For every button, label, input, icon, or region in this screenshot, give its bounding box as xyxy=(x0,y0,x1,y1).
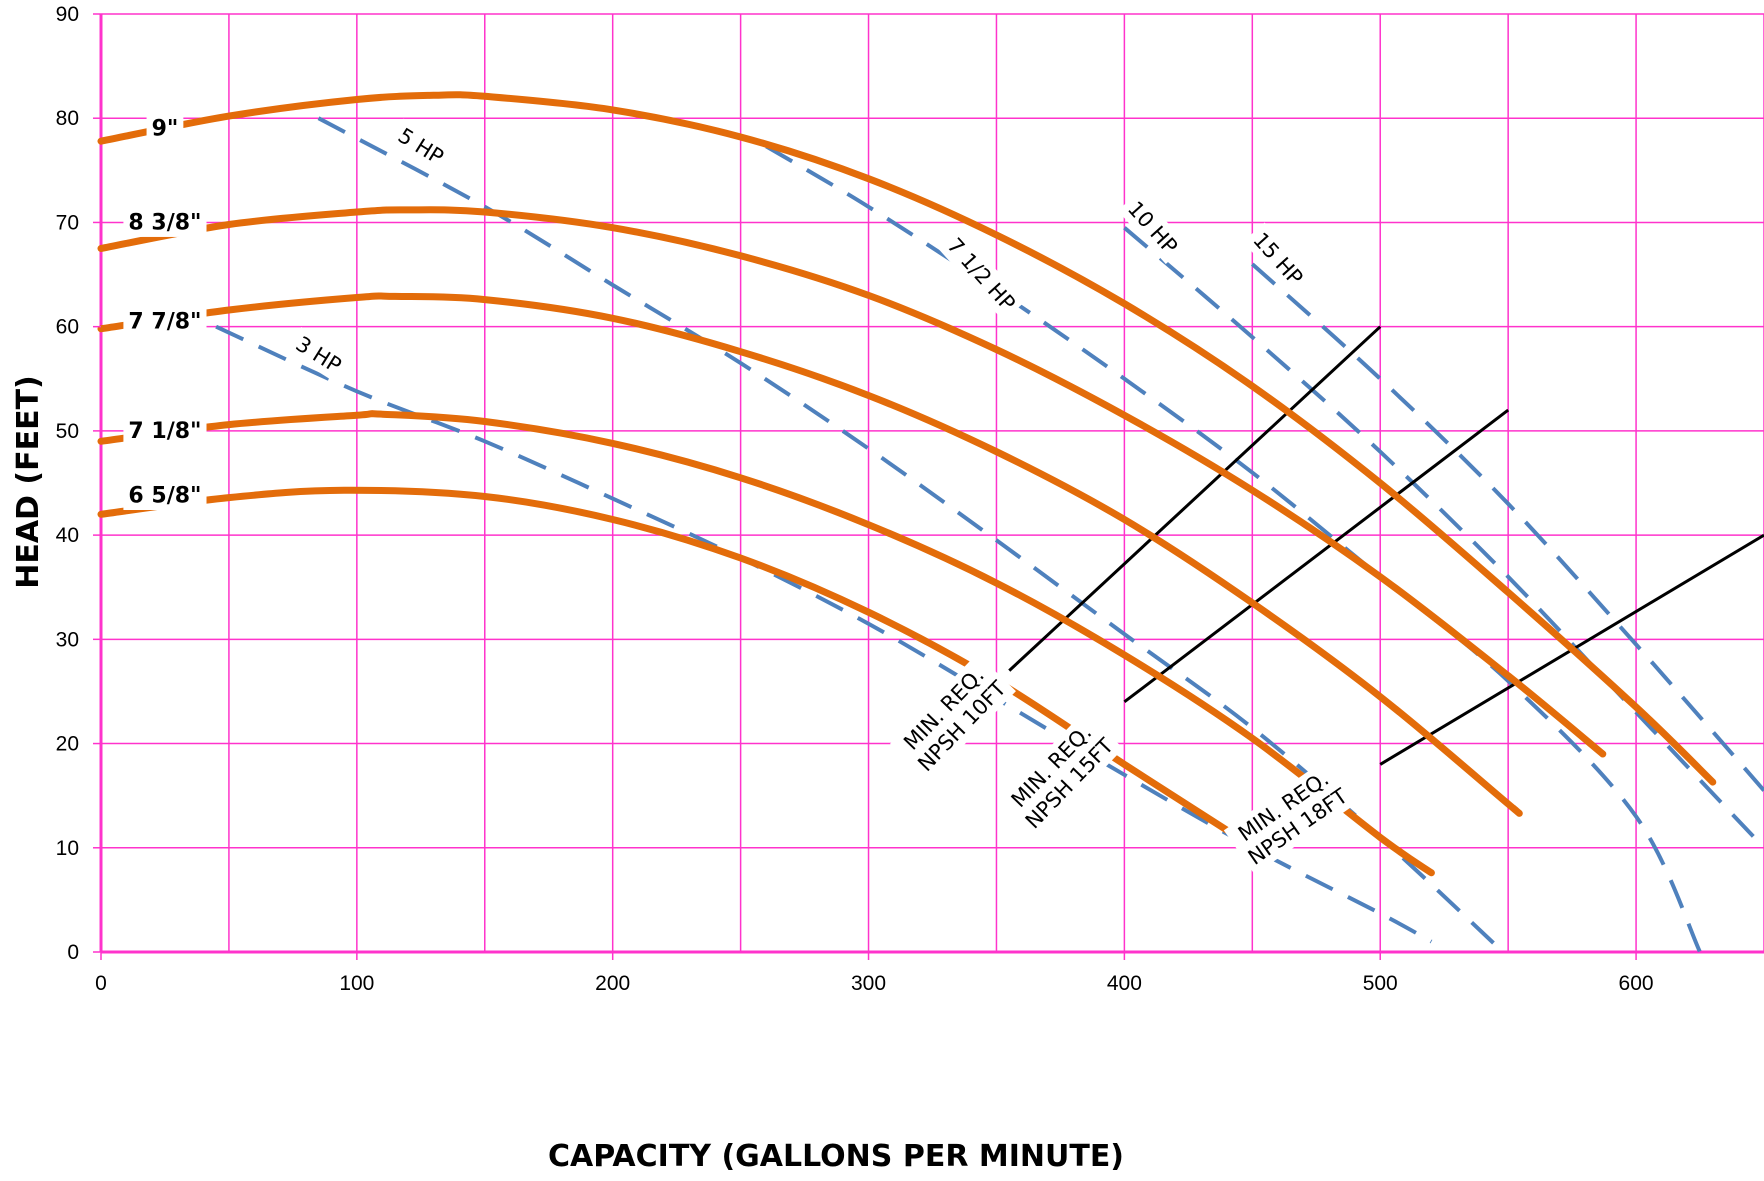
impeller-curve xyxy=(97,486,1231,834)
impeller-size-label: 8 3/8" xyxy=(123,207,207,237)
hp-label: 15 HP xyxy=(1243,222,1313,296)
grid-lines xyxy=(99,13,1764,954)
impeller-curve xyxy=(97,206,1607,758)
impeller-size-label: 9" xyxy=(146,114,184,144)
impeller-size-label-text: 7 7/8" xyxy=(128,309,201,334)
hp-label-text: 7 1/2 HP xyxy=(942,233,1019,315)
x-tick-label: 0 xyxy=(95,972,107,995)
npsh-line xyxy=(1123,408,1510,704)
impeller-size-label-text: 6 5/8" xyxy=(128,484,201,509)
hp-label-bg xyxy=(1117,191,1188,265)
impeller-size-label: 7 1/8" xyxy=(123,416,207,446)
npsh-line xyxy=(1008,325,1382,672)
impeller-curve xyxy=(97,410,1435,877)
axis-ticks: 0 100 200 300 400 500 600 0 10 20 30 40 50 60 70 80 90 xyxy=(56,3,1654,995)
npsh-label: MIN. REQ.NPSH 18FT xyxy=(1223,758,1358,875)
impeller-curve xyxy=(97,91,1717,786)
npsh-label: MIN. REQ.NPSH 15FT xyxy=(997,710,1124,839)
hp-curve xyxy=(1123,226,1764,850)
y-tick-label: 0 xyxy=(67,941,79,964)
impeller-size-label-bg xyxy=(123,481,207,511)
hp-label-bg xyxy=(285,327,351,383)
impeller-size-label: 7 7/8" xyxy=(123,306,207,336)
y-tick-label: 80 xyxy=(56,107,79,130)
hp-label-bg xyxy=(388,118,454,175)
y-tick-label: 10 xyxy=(56,837,79,860)
impeller-size-label-bg xyxy=(146,114,184,144)
x-tick-label: 200 xyxy=(595,972,630,995)
x-tick-label: 100 xyxy=(339,972,374,995)
hp-label-text: 10 HP xyxy=(1123,197,1182,259)
y-tick-label: 60 xyxy=(56,316,79,339)
x-tick-label: 400 xyxy=(1107,972,1142,995)
impeller-size-label-bg xyxy=(123,207,207,237)
npsh-label-bg xyxy=(997,710,1124,839)
hp-label-bg xyxy=(1243,222,1313,296)
x-tick-label: 500 xyxy=(1363,972,1398,995)
x-axis-title: CAPACITY (GALLONS PER MINUTE) xyxy=(548,1139,1124,1174)
y-tick-label: 50 xyxy=(56,420,79,443)
impeller-size-label-text: 8 3/8" xyxy=(128,210,201,235)
npsh-label-bg xyxy=(889,653,1016,782)
hp-curve xyxy=(765,144,1702,953)
hp-label: 10 HP xyxy=(1117,191,1188,265)
x-tick-label: 300 xyxy=(851,972,886,995)
x-tick-label: 600 xyxy=(1619,972,1654,995)
hp-curve xyxy=(1250,262,1764,792)
hp-label-text: 15 HP xyxy=(1248,228,1307,290)
impeller-curves xyxy=(97,91,1717,877)
y-tick-label: 40 xyxy=(56,524,79,547)
y-tick-label: 70 xyxy=(56,211,79,234)
hp-label: 5 HP xyxy=(388,118,454,175)
impeller-size-label-text: 7 1/8" xyxy=(128,419,201,444)
impeller-curve xyxy=(97,292,1523,817)
y-tick-label: 30 xyxy=(56,628,79,651)
y-axis-title: HEAD (FEET) xyxy=(11,375,46,589)
impeller-size-label: 6 5/8" xyxy=(123,481,207,511)
hp-label-bg xyxy=(937,228,1025,322)
npsh-label-bg xyxy=(1223,758,1358,875)
y-tick-label: 20 xyxy=(56,733,79,756)
hp-curve xyxy=(215,324,1433,944)
impeller-size-label-bg xyxy=(123,306,207,336)
impeller-size-label-text: 9" xyxy=(152,117,179,142)
y-tick-label: 90 xyxy=(56,3,79,26)
impeller-size-label-bg xyxy=(123,416,207,446)
